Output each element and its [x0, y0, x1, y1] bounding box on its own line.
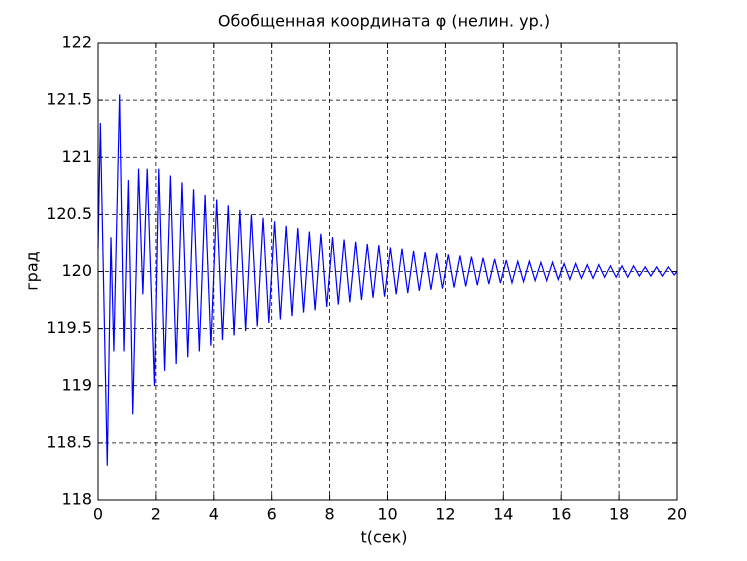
y-tick-label: 120.5 — [46, 204, 92, 223]
x-tick-label: 0 — [93, 505, 103, 524]
plot-frame — [97, 42, 678, 501]
y-tick-label: 119 — [61, 375, 92, 394]
y-axis-label: град — [23, 251, 42, 290]
x-tick-label: 18 — [609, 505, 629, 524]
y-tick-label: 121 — [61, 147, 92, 166]
y-tick-label: 121.5 — [46, 90, 92, 109]
x-axis-label: t(сек) — [360, 528, 407, 547]
x-tick-label: 2 — [151, 505, 161, 524]
y-tick-label: 122 — [61, 33, 92, 52]
y-tick-label: 118 — [61, 490, 92, 509]
x-tick-label: 6 — [267, 505, 277, 524]
x-tick-label: 8 — [325, 505, 335, 524]
chart-title: Обобщенная координата φ (нелин. ур.) — [218, 12, 550, 31]
y-tick-label: 118.5 — [46, 432, 92, 451]
x-tick-label: 4 — [209, 505, 219, 524]
data-line — [97, 94, 678, 466]
x-tick-label: 12 — [435, 505, 455, 524]
x-tick-label: 14 — [493, 505, 513, 524]
x-tick-label: 20 — [667, 505, 687, 524]
y-tick-label: 120 — [61, 261, 92, 280]
x-tick-label: 16 — [551, 505, 571, 524]
x-tick-label: 10 — [377, 505, 397, 524]
y-tick-label: 119.5 — [46, 318, 92, 337]
